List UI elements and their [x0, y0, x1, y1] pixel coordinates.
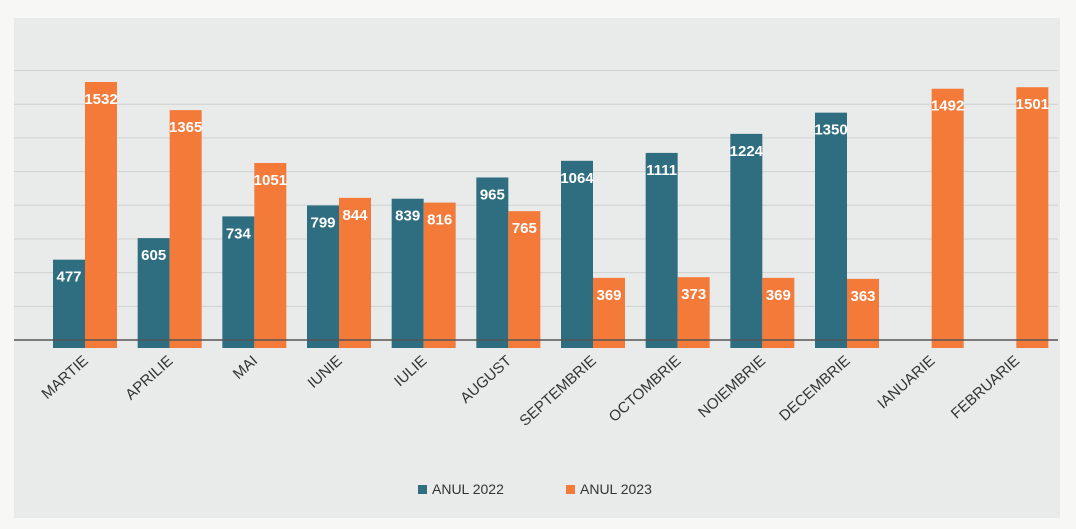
data-label: 1350 [814, 122, 847, 139]
data-labels: 477 1532 605 1365 734 1051 799 844 839 816 965 765 1… [56, 91, 1049, 305]
data-label: 1492 [931, 98, 964, 115]
data-label: 839 [395, 208, 420, 225]
data-label: 363 [850, 288, 875, 305]
bar-2022 [476, 177, 509, 348]
bar-2022 [815, 112, 847, 348]
data-label: 816 [427, 212, 452, 229]
bar-2023 [762, 277, 795, 348]
bar-2023 [847, 278, 879, 348]
legend-swatch [566, 485, 575, 494]
bar-2023 [1016, 87, 1049, 348]
bar-2023 [508, 211, 541, 348]
data-label: 369 [596, 287, 621, 304]
bar-2022 [391, 198, 424, 348]
bar-2022 [307, 205, 339, 348]
bar-2023 [423, 202, 456, 348]
bar-2022 [561, 160, 593, 348]
bar-2023 [169, 110, 202, 348]
data-label: 1501 [1016, 96, 1049, 113]
bar-2022 [53, 259, 85, 348]
data-label: 799 [310, 214, 335, 231]
data-label: 477 [56, 269, 81, 286]
data-label: 1224 [730, 143, 764, 160]
data-label: 1064 [560, 170, 594, 187]
data-label: 1365 [169, 119, 202, 136]
bar-2023 [677, 277, 710, 348]
legend-label: ANUL 2023 [580, 481, 652, 497]
bar-2023 [931, 88, 964, 348]
data-label: 1111 [646, 162, 677, 179]
data-label: 734 [226, 225, 252, 242]
data-label: 373 [681, 286, 706, 303]
bar-2023 [254, 163, 287, 348]
bar-2023 [593, 277, 625, 348]
bars [53, 82, 1049, 348]
bar-2022 [137, 238, 170, 348]
data-label: 1051 [254, 172, 287, 189]
data-label: 965 [480, 186, 505, 203]
data-label: 844 [342, 207, 368, 224]
bar-2022 [730, 133, 763, 348]
bar-2022 [645, 152, 678, 348]
data-label: 369 [766, 287, 791, 304]
legend-swatch [418, 485, 427, 494]
data-label: 1532 [84, 91, 117, 108]
data-label: 765 [512, 220, 537, 237]
legend-label: ANUL 2022 [432, 481, 504, 497]
data-label: 605 [141, 247, 166, 264]
bar-2023 [85, 82, 117, 348]
bar-2023 [339, 197, 371, 348]
legend: ANUL 2022 ANUL 2023 [418, 481, 652, 497]
bar-2022 [222, 216, 255, 348]
